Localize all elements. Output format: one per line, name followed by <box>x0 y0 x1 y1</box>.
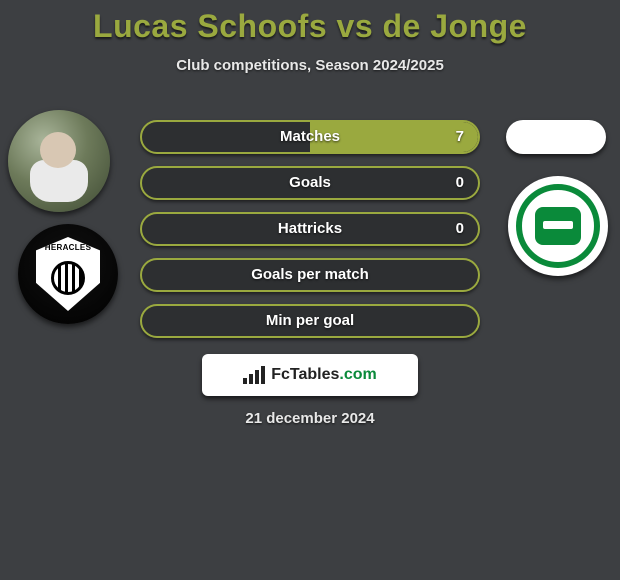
stat-row-min-per-goal: Min per goal <box>140 304 480 338</box>
date-label: 21 december 2024 <box>0 410 620 427</box>
club-badge-left-emblem <box>51 261 85 295</box>
brand-suffix: .com <box>339 366 376 383</box>
stat-label: Matches <box>142 122 478 152</box>
player-avatar-left <box>8 110 110 212</box>
stat-value-right: 7 <box>456 122 464 152</box>
club-badge-right <box>508 176 608 276</box>
page-title: Lucas Schoofs vs de Jonge <box>0 8 620 45</box>
club-badge-left: HERACLES <box>18 224 118 324</box>
stat-bars: Matches 7 Goals 0 Hattricks 0 Goals per … <box>140 120 480 350</box>
subtitle: Club competitions, Season 2024/2025 <box>0 57 620 74</box>
comparison-card: Lucas Schoofs vs de Jonge Club competiti… <box>0 0 620 580</box>
stat-row-matches: Matches 7 <box>140 120 480 154</box>
club-badge-left-label: HERACLES <box>45 243 91 252</box>
stat-row-goals-per-match: Goals per match <box>140 258 480 292</box>
chart-icon <box>243 366 265 384</box>
stat-label: Goals per match <box>142 260 478 290</box>
club-badge-right-emblem <box>535 207 581 245</box>
stat-label: Min per goal <box>142 306 478 336</box>
stat-label: Goals <box>142 168 478 198</box>
brand-name: FcTables <box>271 366 339 383</box>
stat-value-right: 0 <box>456 214 464 244</box>
stat-value-right: 0 <box>456 168 464 198</box>
player-avatar-right <box>506 120 606 154</box>
brand-badge: FcTables.com <box>202 354 418 396</box>
brand-text: FcTables.com <box>271 366 377 384</box>
stat-row-goals: Goals 0 <box>140 166 480 200</box>
stat-row-hattricks: Hattricks 0 <box>140 212 480 246</box>
club-badge-right-ring <box>516 184 600 268</box>
club-badge-left-shield: HERACLES <box>36 237 100 311</box>
stat-label: Hattricks <box>142 214 478 244</box>
